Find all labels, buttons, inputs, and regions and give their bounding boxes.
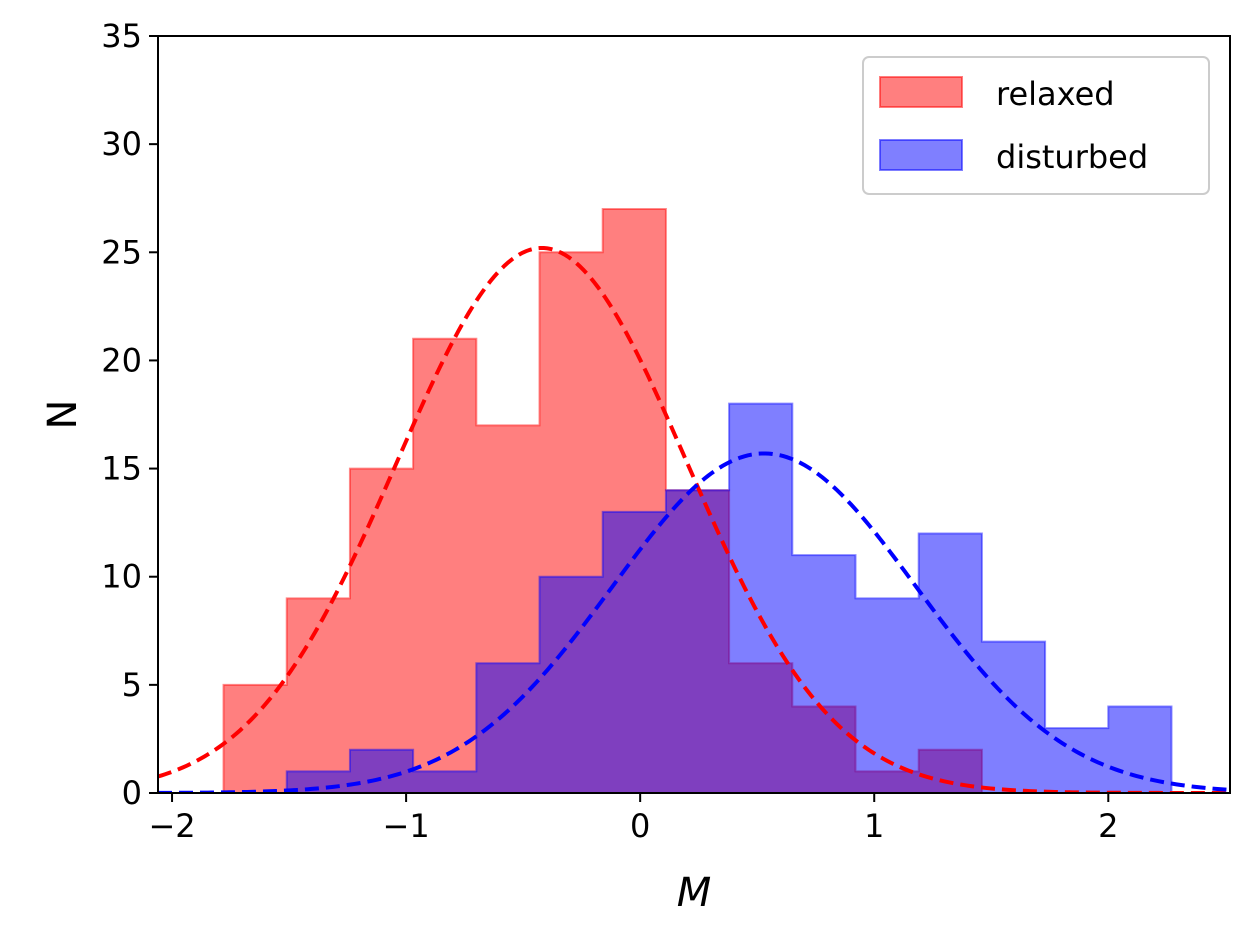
y-axis-label: N [40, 400, 86, 430]
disturbed-fit-line [158, 451, 1230, 793]
y-tick-label-1: 5 [122, 666, 142, 704]
x-axis-label: M [677, 870, 712, 916]
disturbed-fill [286, 403, 1172, 793]
x-tick-label-2: 0 [630, 807, 650, 845]
y-tick-label-0: 0 [122, 774, 142, 812]
y-tick-label-3: 15 [101, 450, 142, 488]
legend-swatch-disturbed [879, 139, 963, 171]
axes-frame [157, 35, 1231, 794]
legend-label-disturbed: disturbed [996, 138, 1148, 176]
legend: relaxed disturbed [862, 56, 1210, 195]
y-tick-label-2: 10 [101, 558, 142, 596]
legend-label-relaxed: relaxed [996, 75, 1115, 113]
x-tick-label-1: −1 [383, 807, 430, 845]
x-tick-label-3: 1 [864, 807, 884, 845]
relaxed-fill [223, 209, 982, 793]
relaxed-fit-line [158, 245, 1230, 793]
legend-swatch-relaxed [879, 76, 963, 108]
plot-area [158, 208, 1230, 793]
x-tick-label-4: 2 [1098, 807, 1118, 845]
y-tick-label-4: 20 [101, 341, 142, 379]
y-tick-label-7: 35 [101, 17, 142, 55]
x-tick-label-0: −2 [148, 807, 195, 845]
y-tick-label-6: 30 [101, 125, 142, 163]
x-axis-ticks: −2 −1 0 1 2 [148, 793, 1118, 845]
y-axis-ticks: 0 5 10 15 20 25 30 35 [101, 17, 158, 812]
y-tick-label-5: 25 [101, 233, 142, 271]
gaussian-fits [158, 245, 1230, 793]
